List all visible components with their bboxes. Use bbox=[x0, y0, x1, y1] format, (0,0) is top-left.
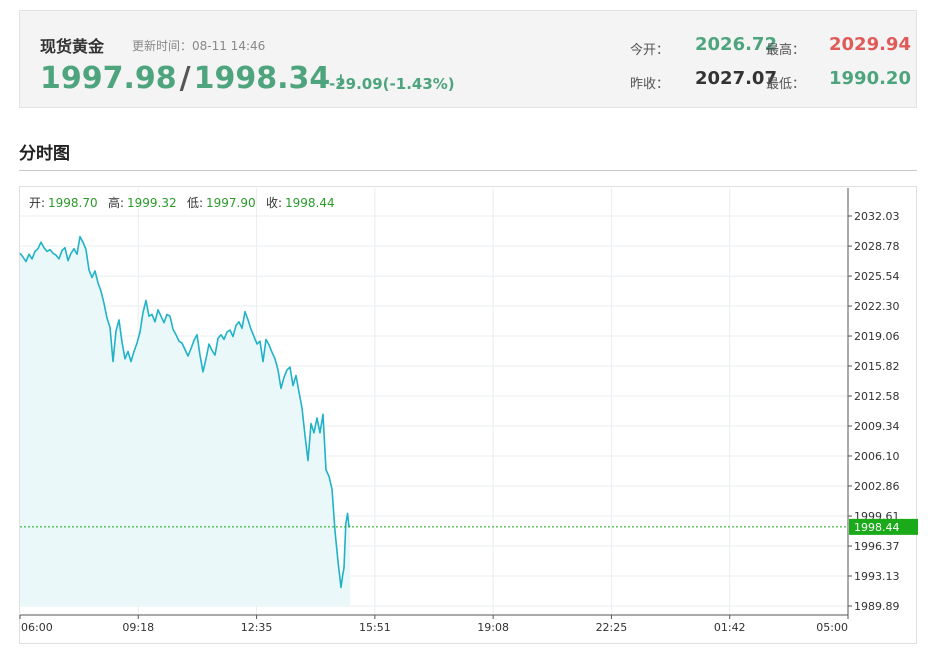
ohlc-value: 1998.44 bbox=[285, 196, 335, 210]
chart-frame bbox=[19, 186, 917, 644]
last-price-tag-label: 1998.44 bbox=[854, 521, 900, 534]
y-tick-label: 1993.13 bbox=[854, 570, 900, 583]
y-tick-label: 2028.78 bbox=[854, 240, 900, 253]
low-label: 最低： bbox=[765, 77, 805, 92]
y-tick-label: 2032.03 bbox=[854, 210, 900, 223]
ohlc-readout: 开: 1998.70 高: 1999.32 低: 1997.90 收: 1998.44 bbox=[29, 195, 335, 210]
x-tick-label: 01:42 bbox=[714, 621, 746, 634]
y-tick-label: 1996.37 bbox=[854, 540, 900, 553]
y-tick-label: 2009.34 bbox=[854, 420, 900, 433]
y-tick-label: 1989.89 bbox=[854, 600, 900, 613]
ohlc-label: 收: bbox=[266, 196, 282, 210]
ohlc-label: 高: bbox=[108, 195, 124, 210]
prev-close-label: 昨收： bbox=[629, 77, 669, 92]
ohlc-label: 低: bbox=[187, 196, 203, 210]
price-area bbox=[20, 236, 350, 606]
ohlc-label: 开: bbox=[29, 196, 45, 210]
prev-close-value: 2027.07 bbox=[695, 68, 777, 89]
ohlc-value: 1999.32 bbox=[127, 196, 177, 210]
y-tick-label: 2006.10 bbox=[854, 450, 900, 463]
y-tick-label: 2019.06 bbox=[854, 330, 900, 343]
instrument-name: 现货黄金 bbox=[40, 37, 105, 56]
x-tick-label: 15:51 bbox=[359, 621, 391, 634]
x-tick-label: 19:08 bbox=[477, 621, 509, 634]
y-tick-label: 2015.82 bbox=[854, 360, 900, 373]
x-tick-label: 05:00 bbox=[816, 621, 848, 634]
high-label: 最高： bbox=[765, 43, 805, 58]
x-tick-label: 06:00 bbox=[21, 621, 53, 634]
low-value: 1990.20 bbox=[829, 68, 911, 89]
x-tick-label: 09:18 bbox=[122, 621, 154, 634]
y-tick-label: 2022.30 bbox=[854, 300, 900, 313]
ohlc-value: 1997.90 bbox=[206, 196, 256, 210]
open-value: 2026.72 bbox=[695, 34, 777, 55]
update-time: 更新时间：08-11 14:46 bbox=[132, 39, 266, 53]
bid-price: 1997.98 bbox=[40, 61, 177, 96]
y-tick-label: 2012.58 bbox=[854, 390, 900, 403]
quote-header: 现货黄金 更新时间：08-11 14:46 1997.98/1998.34 ↓ -… bbox=[19, 10, 917, 108]
x-tick-label: 22:25 bbox=[596, 621, 628, 634]
bid-ask-price: 1997.98/1998.34 ↓ bbox=[40, 61, 348, 96]
section-title: 分时图 bbox=[19, 144, 70, 164]
ohlc-value: 1998.70 bbox=[48, 196, 98, 210]
price-change: -29.09(-1.43%) bbox=[329, 75, 455, 93]
price-line bbox=[19, 235, 351, 589]
y-tick-label: 2025.54 bbox=[854, 270, 900, 283]
chart-axes: 2032.03 2028.78 2025.54 2022.30 2019.06 2015.… bbox=[19, 188, 918, 634]
high-value: 2029.94 bbox=[829, 34, 911, 55]
price-separator: / bbox=[179, 61, 191, 96]
y-tick-label: 2002.86 bbox=[854, 480, 900, 493]
ask-price: 1998.34 bbox=[193, 61, 331, 96]
down-arrow-icon: ↓ bbox=[334, 71, 348, 90]
section-divider bbox=[19, 170, 917, 171]
last-price-tag bbox=[849, 518, 918, 535]
open-label: 今开： bbox=[629, 43, 669, 58]
x-tick-label: 12:35 bbox=[241, 621, 273, 634]
